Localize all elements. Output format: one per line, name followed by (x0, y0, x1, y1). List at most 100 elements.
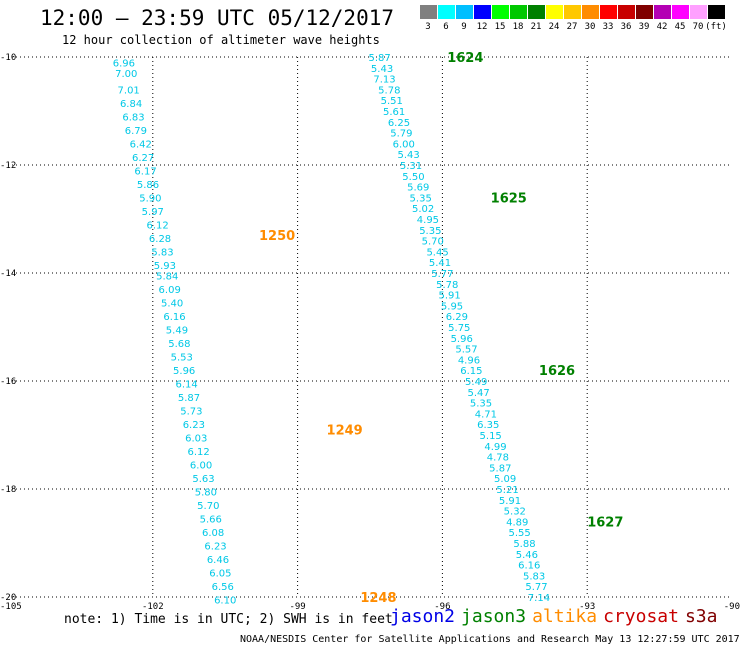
scale-swatch (456, 5, 473, 19)
swh-value: 5.77 (525, 582, 547, 593)
x-tick-label: -96 (434, 602, 450, 612)
swh-value: 4.99 (484, 442, 506, 453)
satellite-legend: jason2 jason3 altika cryosat s3a (390, 606, 723, 627)
swh-value: 6.23 (204, 542, 226, 553)
scale-label: 9 (461, 22, 467, 32)
legend-altika: altika (532, 606, 598, 627)
swh-value: 5.40 (161, 299, 183, 310)
x-tick-label: -99 (289, 602, 305, 612)
scale-swatch (672, 5, 689, 19)
swh-value: 5.15 (480, 431, 502, 442)
swh-value: 5.70 (422, 237, 444, 248)
swh-value: 6.15 (460, 366, 482, 377)
scale-label: 12 (476, 22, 488, 32)
swh-value: 5.49 (465, 377, 487, 388)
legend-cryosat: cryosat (603, 606, 679, 627)
swh-value: 6.35 (477, 420, 499, 431)
scale-swatch (708, 5, 725, 19)
legend-jason3: jason3 (461, 606, 527, 627)
scale-swatch (654, 5, 671, 19)
swh-value: 5.96 (451, 334, 473, 345)
y-tick-label: -18 (0, 485, 16, 495)
scale-swatch (528, 5, 545, 19)
swh-value: 5.21 (496, 485, 518, 496)
swh-value: 5.97 (142, 207, 164, 218)
swh-value: 6.46 (207, 555, 229, 566)
swh-value: 5.35 (419, 226, 441, 237)
swh-value: 6.10 (214, 596, 236, 607)
scale-swatch (600, 5, 617, 19)
scale-swatch (690, 5, 707, 19)
swh-value: 5.31 (400, 161, 422, 172)
swh-value: 5.78 (436, 280, 458, 291)
swh-value: 5.41 (429, 258, 451, 269)
swh-value: 5.87 (369, 53, 391, 64)
pass-label: 1250 (259, 229, 295, 244)
swh-value: 7.13 (373, 75, 395, 86)
swh-value: 5.63 (192, 474, 214, 485)
swh-value: 5.73 (180, 407, 202, 418)
scale-label: 70 (692, 22, 704, 32)
swh-value: 5.35 (470, 399, 492, 410)
swh-value: 6.28 (149, 234, 171, 245)
y-tick-label: -20 (0, 593, 16, 603)
swh-value: 5.91 (439, 291, 461, 302)
swh-value: 5.87 (178, 393, 200, 404)
scale-label: 39 (638, 22, 650, 32)
x-tick-label: -105 (0, 602, 22, 612)
swh-value: 5.75 (448, 323, 470, 334)
x-tick-label: -93 (579, 602, 595, 612)
scale-swatch (618, 5, 635, 19)
swh-value: 6.42 (130, 139, 152, 150)
pass-label: 1626 (539, 364, 575, 379)
scale-swatch (420, 5, 437, 19)
swh-value: 5.83 (151, 247, 173, 258)
swh-value: 6.23 (183, 420, 205, 431)
swh-value: 5.53 (171, 353, 193, 364)
swh-value: 6.79 (125, 126, 147, 137)
swh-value: 5.84 (156, 272, 178, 283)
swh-value: 5.68 (168, 339, 190, 350)
scale-label: 18 (512, 22, 524, 32)
scale-label: 6 (443, 22, 449, 32)
swh-value: 6.16 (163, 312, 185, 323)
swh-value: 5.86 (137, 180, 159, 191)
scale-swatch (510, 5, 527, 19)
scale-label: (ft) (705, 22, 727, 32)
scale-label: 27 (566, 22, 578, 32)
swh-value: 5.47 (467, 388, 489, 399)
swh-value: 5.95 (441, 301, 463, 312)
pass-label: 1627 (587, 515, 623, 530)
swh-value: 5.61 (383, 107, 405, 118)
swh-value: 5.90 (139, 193, 161, 204)
swh-value: 6.03 (185, 434, 207, 445)
scale-swatch (474, 5, 491, 19)
swh-value: 5.49 (166, 326, 188, 337)
scale-swatch (636, 5, 653, 19)
swh-value: 5.78 (378, 85, 400, 96)
y-tick-label: -16 (0, 377, 16, 387)
scale-label: 30 (584, 22, 596, 32)
swh-value: 7.14 (528, 593, 550, 604)
scale-label: 36 (620, 22, 632, 32)
swh-value: 5.77 (431, 269, 453, 280)
scale-label: 21 (530, 22, 542, 32)
swh-value: 5.83 (523, 571, 545, 582)
swh-value: 6.12 (188, 447, 210, 458)
pass-label: 1625 (491, 191, 527, 206)
scale-label: 45 (674, 22, 686, 32)
page-subtitle: 12 hour collection of altimeter wave hei… (62, 33, 380, 47)
swh-value: 4.71 (475, 409, 497, 420)
swh-value: 5.69 (407, 183, 429, 194)
pass-label: 1249 (327, 424, 363, 439)
swh-value: 5.79 (390, 129, 412, 140)
swh-value: 7.01 (118, 85, 140, 96)
scale-swatch (492, 5, 509, 19)
scale-swatch (546, 5, 563, 19)
swh-value: 5.09 (494, 474, 516, 485)
swh-value: 6.96 (113, 58, 135, 69)
x-tick-label: -102 (142, 602, 164, 612)
swh-value: 5.43 (397, 150, 419, 161)
swh-value: 5.32 (504, 507, 526, 518)
